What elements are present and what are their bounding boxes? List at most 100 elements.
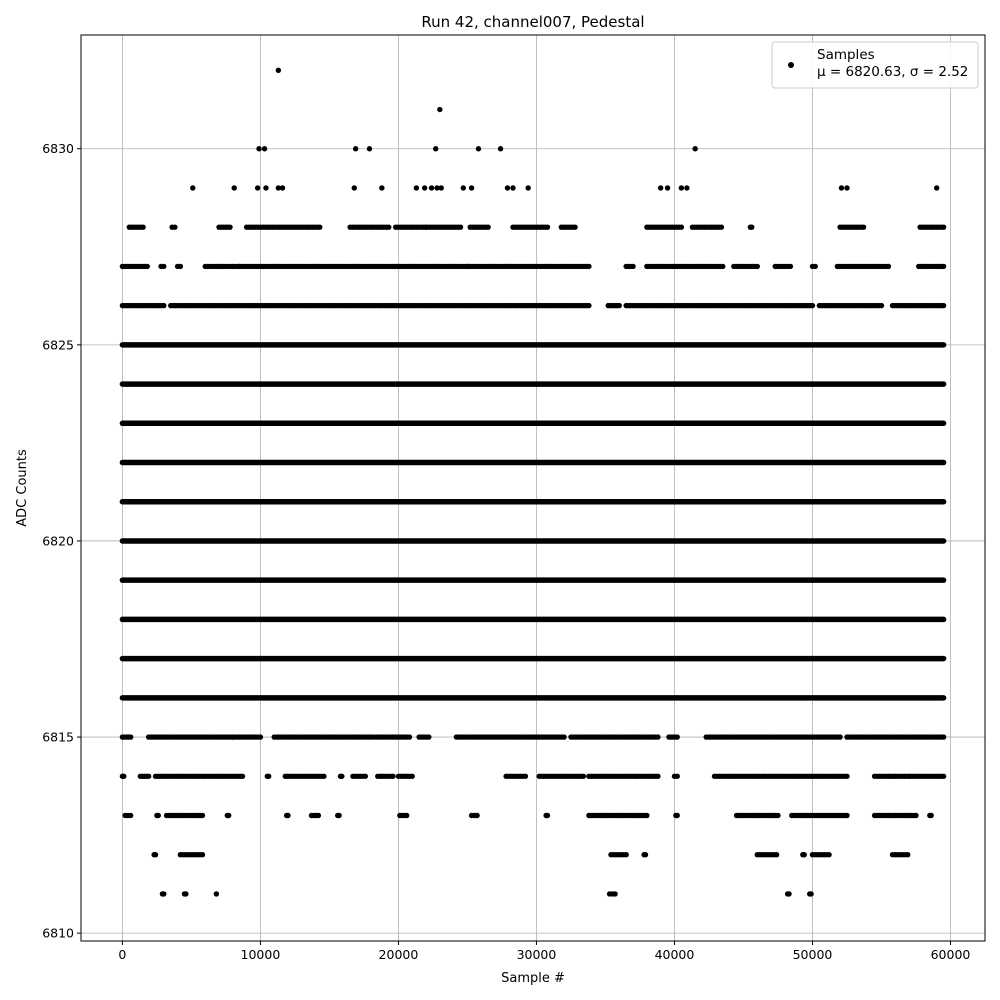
sample-point [161, 302, 167, 309]
sample-point [933, 185, 940, 191]
sample-point [572, 224, 578, 230]
sample-point [390, 773, 396, 779]
sample-point [336, 812, 342, 819]
sample-point [561, 734, 567, 740]
sample-point [754, 263, 760, 270]
sample-point [421, 185, 428, 191]
sample-point [457, 224, 464, 230]
sample-point [386, 224, 392, 230]
sample-point [317, 224, 323, 230]
axis-ticks: 0 10000 20000 30000 40000 50000 60000 6810 6815 6… [42, 141, 970, 962]
sample-point [321, 773, 327, 779]
sample-point [199, 852, 206, 858]
x-tick-label: 30000 [517, 947, 557, 962]
sample-point [657, 185, 664, 191]
sample-point [630, 263, 636, 270]
legend-series-stats: μ = 6820.63, σ = 2.52 [817, 64, 968, 80]
sample-point [808, 891, 814, 897]
sample-point [510, 185, 516, 191]
sample-point [254, 185, 261, 191]
y-tick-label: 6815 [42, 730, 74, 745]
sample-point [144, 263, 150, 270]
x-tick-label: 20000 [379, 947, 419, 962]
sample-point [413, 185, 420, 191]
x-axis-label: Sample # [501, 971, 565, 986]
legend-box [771, 41, 979, 89]
data-points [119, 67, 947, 897]
y-tick-label: 6820 [42, 533, 74, 548]
sample-point [844, 812, 850, 819]
sample-point [664, 185, 671, 191]
sample-point [684, 185, 690, 191]
sample-point [121, 773, 127, 779]
sample-point [460, 185, 467, 191]
sample-point [497, 146, 504, 152]
sample-point [315, 812, 322, 819]
sample-point [674, 734, 680, 740]
sample-point [913, 812, 919, 819]
sample-point [586, 302, 592, 309]
sample-point [860, 224, 867, 230]
sample-point [678, 185, 685, 191]
sample-point [940, 263, 947, 270]
sample-point [475, 146, 482, 152]
sample-point [434, 185, 440, 191]
x-tick-label: 10000 [241, 947, 281, 962]
sample-point [161, 891, 167, 897]
sample-point [720, 263, 726, 270]
sample-point [285, 812, 291, 819]
sample-point [177, 263, 184, 270]
sample-point [257, 734, 264, 740]
sample-point [844, 185, 850, 191]
sample-point [266, 773, 272, 779]
sample-point [773, 852, 780, 858]
sample-point [655, 734, 661, 740]
sample-point [674, 773, 680, 779]
sample-point [261, 146, 268, 152]
sample-point [749, 224, 755, 230]
sample-point [239, 773, 246, 779]
sample-point [692, 146, 698, 152]
sample-point [190, 185, 196, 191]
sample-point [586, 263, 592, 270]
y-tick-label: 6825 [42, 337, 74, 352]
sample-point [655, 773, 661, 779]
sample-point [155, 812, 161, 819]
sample-point [812, 263, 818, 270]
sample-point [674, 812, 680, 819]
sample-point [227, 224, 233, 230]
sample-point [678, 224, 685, 230]
sample-point [279, 185, 286, 191]
sample-point [231, 185, 237, 191]
sample-point [801, 852, 807, 858]
x-tick-label: 0 [118, 947, 126, 962]
sample-point [172, 224, 178, 230]
legend-marker [788, 62, 794, 68]
sample-point [127, 812, 134, 819]
sample-point [885, 263, 892, 270]
sample-point [940, 773, 947, 779]
sample-point [256, 146, 262, 152]
sample-point [485, 224, 491, 230]
sample-point [844, 773, 850, 779]
sample-point [366, 146, 373, 152]
x-tick-label: 40000 [655, 947, 695, 962]
x-tick-label: 50000 [793, 947, 833, 962]
sample-point [878, 302, 885, 309]
sample-point [275, 67, 282, 73]
y-axis-label: ADC Counts [15, 449, 30, 527]
legend: Samples μ = 6820.63, σ = 2.52 [771, 41, 979, 89]
sample-point [838, 185, 845, 191]
sample-point [199, 812, 206, 819]
sample-point [775, 812, 781, 819]
sample-point [928, 812, 934, 819]
sample-point [580, 773, 587, 779]
sample-point [612, 891, 618, 897]
sample-point [183, 891, 189, 897]
x-tick-label: 60000 [931, 947, 971, 962]
sample-point [786, 891, 792, 897]
sample-point [379, 185, 385, 191]
sample-point [339, 773, 345, 779]
sample-point [406, 734, 413, 740]
sample-point [504, 185, 511, 191]
